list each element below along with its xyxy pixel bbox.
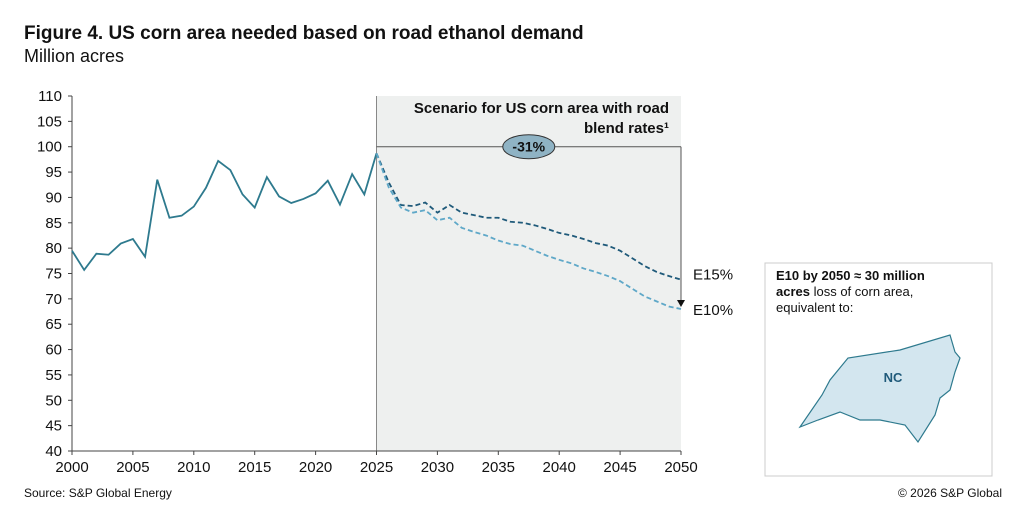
y-tick-label: 100 xyxy=(37,139,62,156)
series-label: E15% xyxy=(693,267,733,284)
bracket-arrow xyxy=(677,300,685,307)
inset-text: acres loss of corn area, xyxy=(776,284,913,299)
change-label: -31% xyxy=(512,139,545,155)
series-line xyxy=(375,152,682,281)
x-tick-label: 2030 xyxy=(421,459,454,476)
x-tick-label: 2010 xyxy=(177,459,210,476)
inset: E10 by 2050 ≈ 30 million acres loss of c… xyxy=(764,262,993,477)
x-tick-label: 2035 xyxy=(482,459,515,476)
x-tick-label: 2000 xyxy=(55,459,88,476)
inset-bold2: acres xyxy=(776,284,810,299)
scenario-label: blend rates¹ xyxy=(584,120,669,137)
y-tick-label: 75 xyxy=(45,266,62,283)
series-line xyxy=(71,153,378,272)
inset-text1: loss of corn area, xyxy=(810,284,913,299)
state-label: NC xyxy=(884,370,903,385)
x-tick-label: 2020 xyxy=(299,459,332,476)
y-tick-label: 105 xyxy=(37,113,62,130)
y-tick-label: 40 xyxy=(45,443,62,460)
y-tick-label: 55 xyxy=(45,367,62,384)
x-tick-label: 2050 xyxy=(664,459,697,476)
chart-title: Figure 4. US corn area needed based on r… xyxy=(24,23,584,44)
y-tick-label: 85 xyxy=(45,215,62,232)
y-tick-label: 90 xyxy=(45,189,62,206)
series-label: E10% xyxy=(693,302,733,319)
y-tick-label: 95 xyxy=(45,164,62,181)
x-tick-label: 2005 xyxy=(116,459,149,476)
source: Source: S&P Global Energy xyxy=(24,486,172,500)
scenario-label: Scenario for US corn area with road xyxy=(414,100,669,117)
state-shape xyxy=(798,334,961,444)
y-tick-label: 80 xyxy=(45,240,62,257)
x-tick-label: 2025 xyxy=(360,459,393,476)
y-tick-label: 65 xyxy=(45,316,62,333)
series-line xyxy=(375,153,682,310)
y-tick-label: 60 xyxy=(45,342,62,359)
change-badge xyxy=(502,134,556,160)
x-tick-label: 2040 xyxy=(543,459,576,476)
y-tick-label: 70 xyxy=(45,291,62,308)
y-tick-label: 45 xyxy=(45,418,62,435)
inset-bold: E10 by 2050 ≈ 30 million xyxy=(776,268,925,283)
chart-subtitle: Million acres xyxy=(24,46,124,66)
inset-text2: equivalent to: xyxy=(776,300,853,315)
copyright: © 2026 S&P Global xyxy=(898,486,1002,500)
x-tick-label: 2015 xyxy=(238,459,271,476)
x-tick-label: 2045 xyxy=(603,459,636,476)
y-tick-label: 50 xyxy=(45,392,62,409)
y-tick-label: 110 xyxy=(38,88,62,105)
